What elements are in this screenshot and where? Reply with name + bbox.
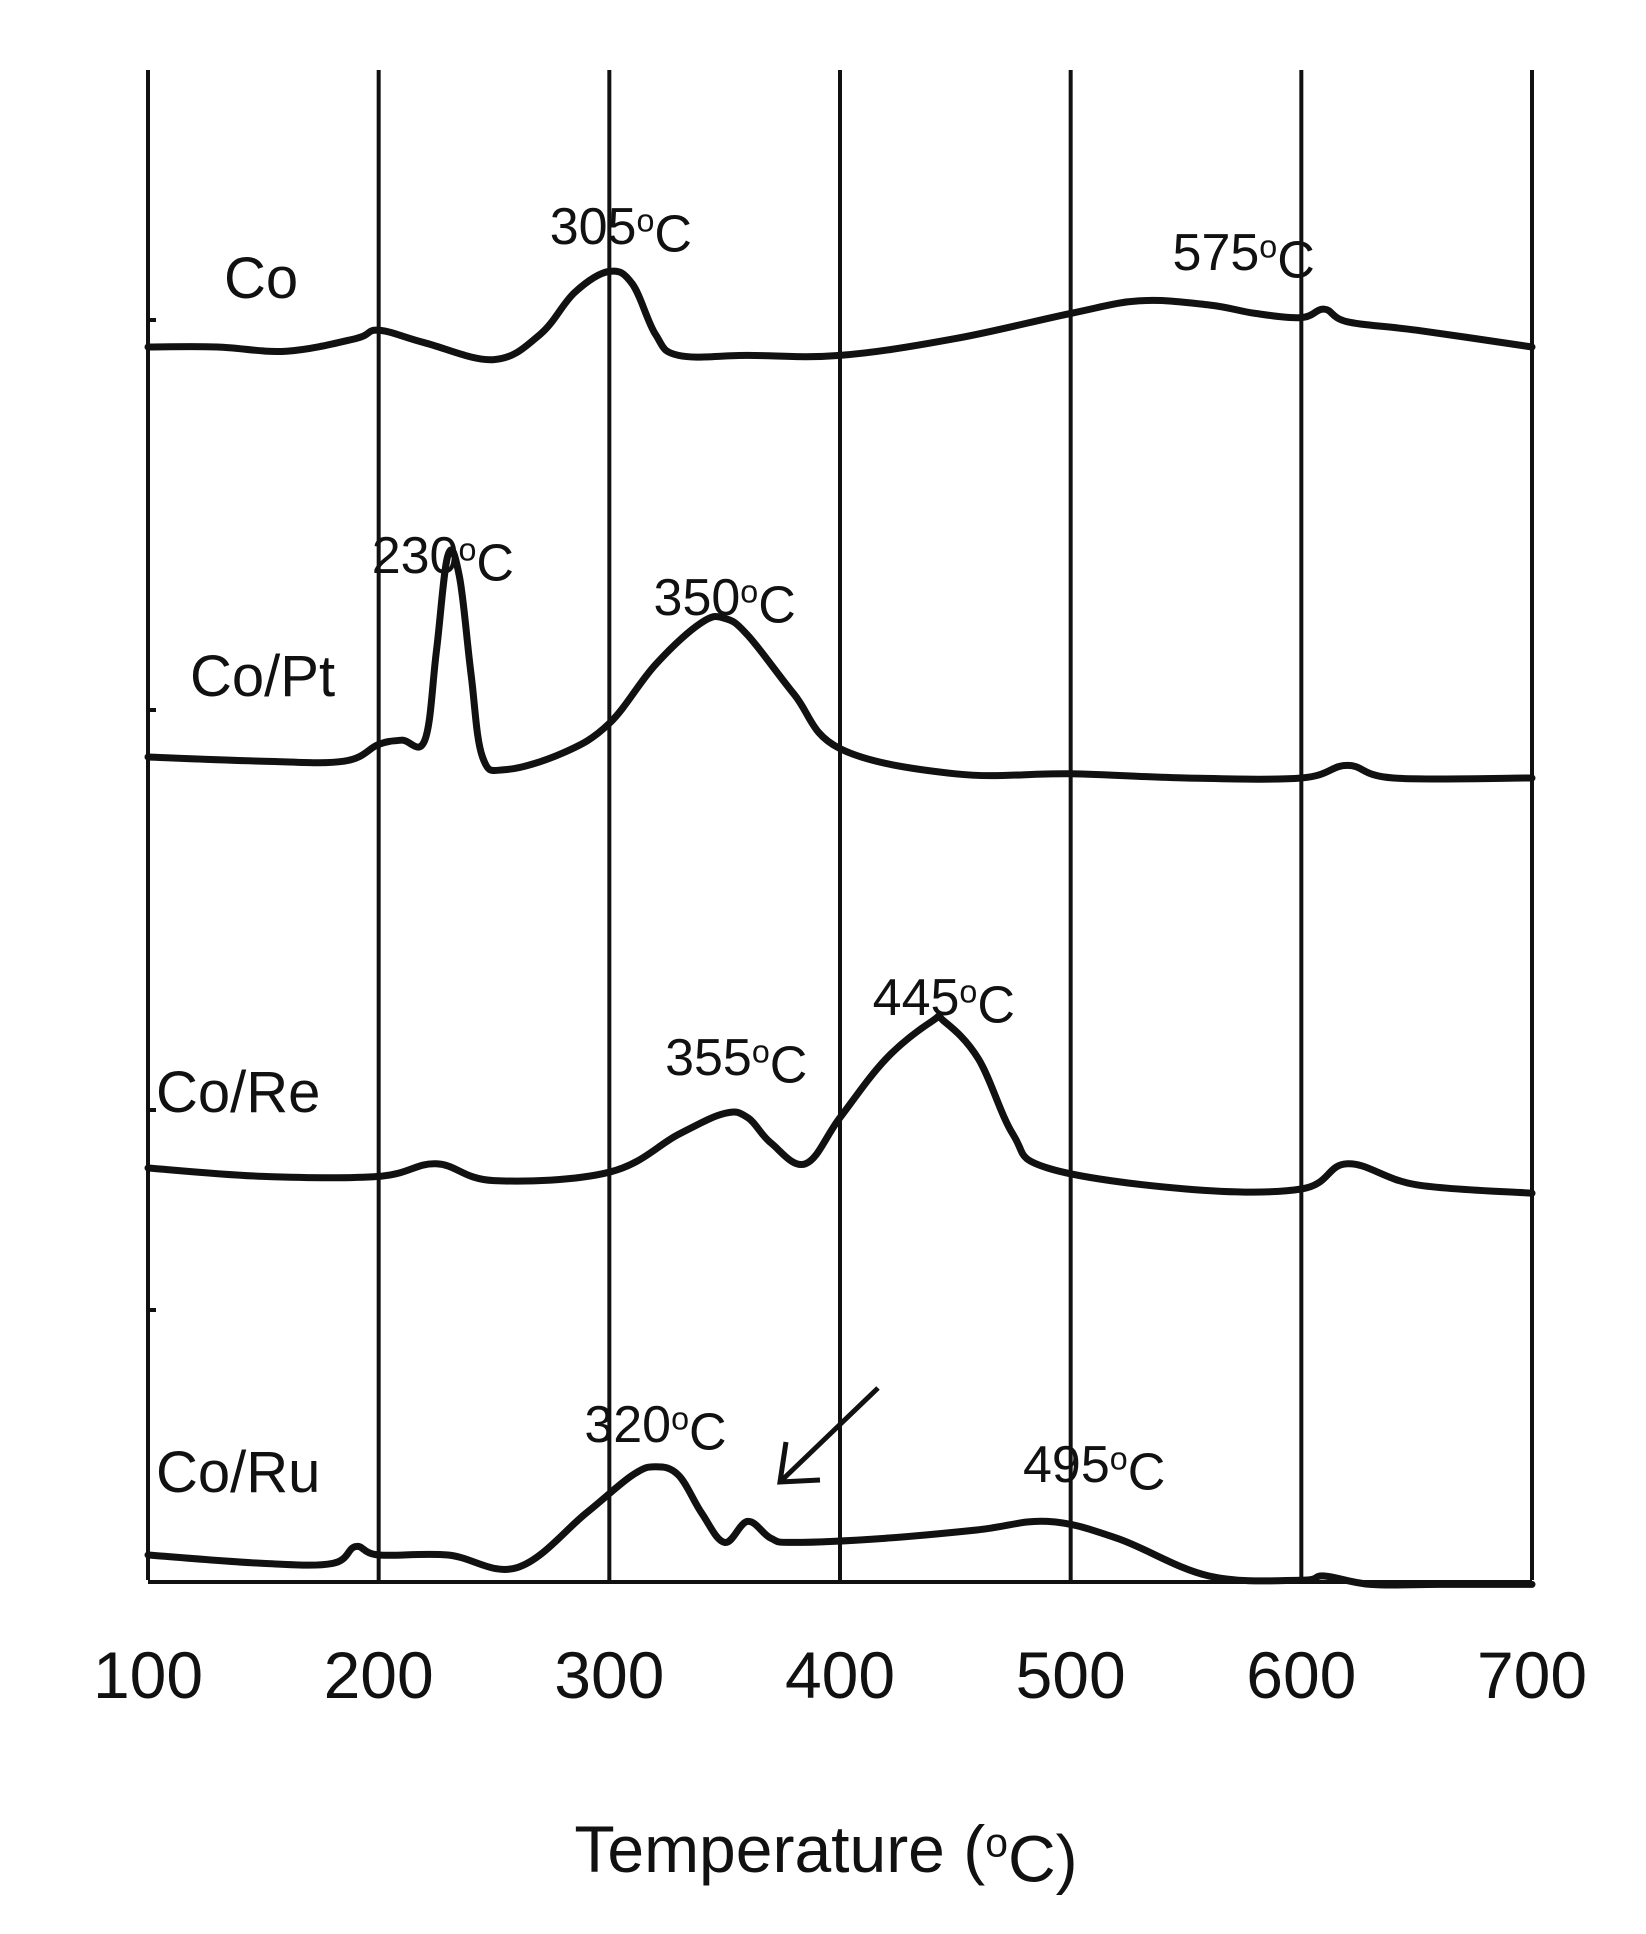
arrow-head bbox=[777, 1441, 821, 1485]
annotation-arrow bbox=[777, 1386, 880, 1485]
series-labels: Co Co/Pt Co/Re Co/Ru bbox=[156, 246, 335, 1505]
peak-annotation-350: 350oC bbox=[654, 569, 796, 635]
series-line-co-re bbox=[144, 1012, 1536, 1197]
series-label-co-re: Co/Re bbox=[156, 1060, 320, 1125]
peak-annotation-305: 305oC bbox=[550, 198, 692, 264]
x-tick-label-100: 100 bbox=[93, 1638, 203, 1712]
x-tick-label-200: 200 bbox=[324, 1638, 434, 1712]
peak-annotation-495: 495oC bbox=[1023, 1436, 1165, 1502]
series-line-co bbox=[144, 267, 1536, 364]
peak-annotations: 305oC 575oC 230oC 350oC 355oC 445oC 320oC 495oC bbox=[372, 198, 1315, 1502]
peak-annotation-355: 355oC bbox=[665, 1029, 807, 1095]
grid-lines bbox=[146, 70, 1534, 1584]
series-line-co-ru bbox=[144, 1463, 1536, 1589]
series-lines bbox=[144, 267, 1536, 1589]
series-label-co-ru: Co/Ru bbox=[156, 1440, 320, 1505]
peak-annotation-445: 445oC bbox=[873, 969, 1015, 1035]
series-label-co: Co bbox=[224, 246, 298, 311]
x-tick-label-700: 700 bbox=[1477, 1638, 1587, 1712]
series-line-co-pt bbox=[144, 546, 1536, 783]
peak-annotation-230: 230oC bbox=[372, 527, 514, 593]
peak-annotation-575: 575oC bbox=[1173, 224, 1315, 290]
x-tick-label-400: 400 bbox=[785, 1638, 895, 1712]
x-tick-label-600: 600 bbox=[1246, 1638, 1356, 1712]
peak-annotation-320: 320oC bbox=[584, 1396, 726, 1462]
arrow-shaft bbox=[778, 1386, 880, 1484]
x-tick-label-300: 300 bbox=[554, 1638, 664, 1712]
x-tick-label-500: 500 bbox=[1016, 1638, 1126, 1712]
series-label-co-pt: Co/Pt bbox=[190, 644, 335, 709]
x-axis-title: Temperature (oC) bbox=[574, 1812, 1077, 1896]
x-tick-labels: 100 200 300 400 500 600 700 bbox=[93, 1638, 1587, 1712]
